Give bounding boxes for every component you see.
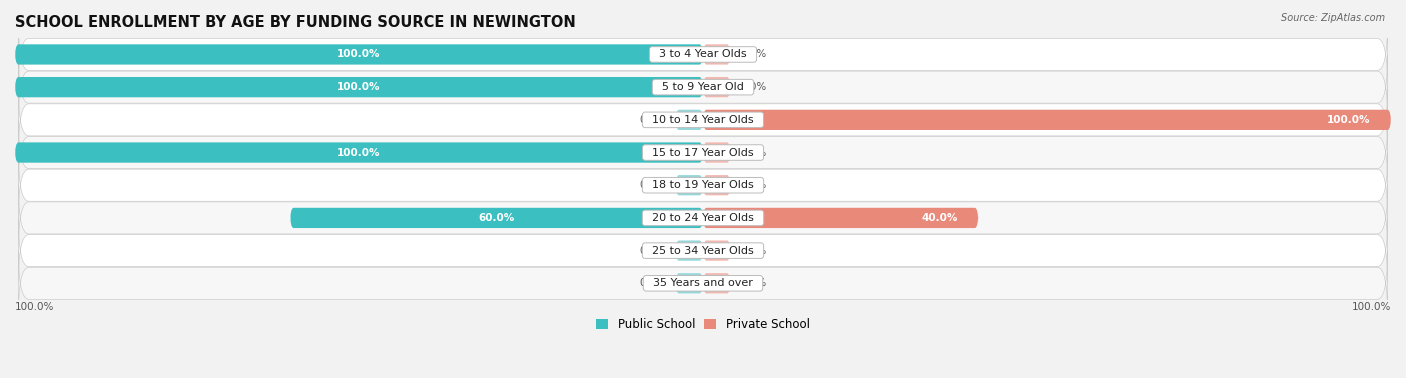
FancyBboxPatch shape bbox=[18, 152, 1388, 218]
Text: 3 to 4 Year Olds: 3 to 4 Year Olds bbox=[652, 50, 754, 59]
FancyBboxPatch shape bbox=[703, 175, 731, 195]
FancyBboxPatch shape bbox=[15, 44, 703, 65]
Text: 100.0%: 100.0% bbox=[1351, 302, 1391, 312]
Text: 0.0%: 0.0% bbox=[741, 246, 768, 256]
Text: 5 to 9 Year Old: 5 to 9 Year Old bbox=[655, 82, 751, 92]
FancyBboxPatch shape bbox=[703, 208, 979, 228]
FancyBboxPatch shape bbox=[18, 250, 1388, 316]
FancyBboxPatch shape bbox=[18, 54, 1388, 120]
FancyBboxPatch shape bbox=[18, 119, 1388, 186]
Text: 20 to 24 Year Olds: 20 to 24 Year Olds bbox=[645, 213, 761, 223]
FancyBboxPatch shape bbox=[675, 175, 703, 195]
Text: 0.0%: 0.0% bbox=[638, 246, 665, 256]
FancyBboxPatch shape bbox=[675, 273, 703, 293]
Text: Source: ZipAtlas.com: Source: ZipAtlas.com bbox=[1281, 13, 1385, 23]
Legend: Public School, Private School: Public School, Private School bbox=[592, 313, 814, 336]
FancyBboxPatch shape bbox=[15, 77, 703, 97]
Text: 0.0%: 0.0% bbox=[741, 180, 768, 190]
FancyBboxPatch shape bbox=[675, 240, 703, 261]
FancyBboxPatch shape bbox=[675, 110, 703, 130]
Text: 0.0%: 0.0% bbox=[741, 278, 768, 288]
FancyBboxPatch shape bbox=[290, 208, 703, 228]
Text: 18 to 19 Year Olds: 18 to 19 Year Olds bbox=[645, 180, 761, 190]
FancyBboxPatch shape bbox=[18, 185, 1388, 251]
Text: 0.0%: 0.0% bbox=[741, 82, 768, 92]
FancyBboxPatch shape bbox=[18, 218, 1388, 284]
Text: SCHOOL ENROLLMENT BY AGE BY FUNDING SOURCE IN NEWINGTON: SCHOOL ENROLLMENT BY AGE BY FUNDING SOUR… bbox=[15, 15, 575, 30]
Text: 15 to 17 Year Olds: 15 to 17 Year Olds bbox=[645, 147, 761, 158]
FancyBboxPatch shape bbox=[703, 110, 1391, 130]
Text: 100.0%: 100.0% bbox=[337, 82, 381, 92]
FancyBboxPatch shape bbox=[18, 87, 1388, 153]
Text: 100.0%: 100.0% bbox=[15, 302, 55, 312]
Text: 0.0%: 0.0% bbox=[741, 147, 768, 158]
Text: 100.0%: 100.0% bbox=[1327, 115, 1371, 125]
Text: 60.0%: 60.0% bbox=[478, 213, 515, 223]
FancyBboxPatch shape bbox=[703, 240, 731, 261]
Text: 0.0%: 0.0% bbox=[741, 50, 768, 59]
FancyBboxPatch shape bbox=[703, 273, 731, 293]
Text: 25 to 34 Year Olds: 25 to 34 Year Olds bbox=[645, 246, 761, 256]
Text: 0.0%: 0.0% bbox=[638, 115, 665, 125]
FancyBboxPatch shape bbox=[15, 143, 703, 163]
Text: 0.0%: 0.0% bbox=[638, 180, 665, 190]
Text: 35 Years and over: 35 Years and over bbox=[647, 278, 759, 288]
FancyBboxPatch shape bbox=[703, 44, 731, 65]
FancyBboxPatch shape bbox=[703, 77, 731, 97]
Text: 40.0%: 40.0% bbox=[921, 213, 957, 223]
Text: 10 to 14 Year Olds: 10 to 14 Year Olds bbox=[645, 115, 761, 125]
FancyBboxPatch shape bbox=[18, 22, 1388, 87]
Text: 100.0%: 100.0% bbox=[337, 147, 381, 158]
Text: 100.0%: 100.0% bbox=[337, 50, 381, 59]
FancyBboxPatch shape bbox=[703, 143, 731, 163]
Text: 0.0%: 0.0% bbox=[638, 278, 665, 288]
